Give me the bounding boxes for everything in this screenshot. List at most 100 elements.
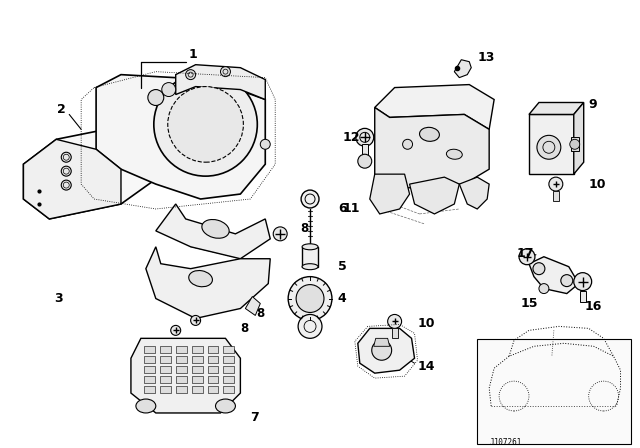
FancyBboxPatch shape (160, 356, 171, 363)
Text: 15: 15 (520, 297, 538, 310)
FancyBboxPatch shape (144, 376, 155, 383)
Text: 6: 6 (338, 202, 346, 215)
Circle shape (549, 177, 563, 191)
FancyBboxPatch shape (176, 346, 187, 353)
Polygon shape (24, 125, 156, 219)
Polygon shape (571, 138, 579, 151)
Polygon shape (460, 177, 489, 209)
FancyBboxPatch shape (207, 346, 218, 353)
Circle shape (539, 284, 549, 293)
FancyBboxPatch shape (144, 366, 155, 373)
Circle shape (61, 166, 71, 176)
Polygon shape (302, 247, 318, 267)
Circle shape (191, 315, 200, 325)
FancyBboxPatch shape (207, 386, 218, 393)
FancyBboxPatch shape (207, 376, 218, 383)
Ellipse shape (216, 399, 236, 413)
FancyBboxPatch shape (160, 386, 171, 393)
FancyBboxPatch shape (191, 386, 203, 393)
Polygon shape (454, 60, 471, 78)
Text: 10: 10 (417, 317, 435, 330)
Text: 14: 14 (417, 360, 435, 373)
FancyBboxPatch shape (207, 366, 218, 373)
Text: 1: 1 (188, 48, 197, 61)
Circle shape (288, 277, 332, 320)
Text: 8: 8 (300, 222, 308, 235)
Circle shape (372, 340, 392, 360)
Polygon shape (374, 338, 390, 346)
FancyBboxPatch shape (176, 376, 187, 383)
Ellipse shape (446, 149, 462, 159)
FancyBboxPatch shape (160, 346, 171, 353)
Circle shape (296, 284, 324, 312)
FancyBboxPatch shape (144, 346, 155, 353)
Circle shape (570, 139, 580, 149)
Polygon shape (362, 144, 368, 157)
Polygon shape (375, 108, 489, 189)
FancyBboxPatch shape (191, 346, 203, 353)
Circle shape (154, 73, 257, 176)
FancyBboxPatch shape (223, 386, 234, 393)
FancyBboxPatch shape (176, 386, 187, 393)
Text: 4: 4 (338, 292, 347, 305)
Circle shape (561, 275, 573, 287)
Polygon shape (375, 85, 494, 129)
FancyBboxPatch shape (176, 356, 187, 363)
Polygon shape (358, 328, 415, 373)
Polygon shape (24, 139, 121, 219)
Text: 10: 10 (589, 177, 606, 190)
Polygon shape (573, 103, 584, 174)
Circle shape (358, 154, 372, 168)
Ellipse shape (202, 220, 229, 238)
Circle shape (519, 249, 535, 265)
FancyBboxPatch shape (191, 356, 203, 363)
Circle shape (61, 180, 71, 190)
Circle shape (573, 273, 591, 291)
Ellipse shape (189, 271, 212, 287)
Ellipse shape (302, 264, 318, 270)
Polygon shape (529, 257, 579, 293)
FancyBboxPatch shape (191, 376, 203, 383)
Ellipse shape (302, 244, 318, 250)
Text: 13: 13 (477, 51, 495, 64)
Circle shape (186, 69, 196, 80)
Polygon shape (529, 114, 573, 174)
FancyBboxPatch shape (160, 376, 171, 383)
Text: 16: 16 (585, 300, 602, 313)
Text: 12: 12 (342, 131, 360, 144)
Text: 11: 11 (342, 202, 360, 215)
FancyBboxPatch shape (223, 376, 234, 383)
FancyBboxPatch shape (160, 366, 171, 373)
Circle shape (148, 90, 164, 105)
Ellipse shape (136, 399, 156, 413)
Polygon shape (131, 338, 241, 413)
Text: 2: 2 (58, 103, 67, 116)
Text: 8: 8 (256, 307, 264, 320)
Circle shape (388, 314, 401, 328)
Circle shape (298, 314, 322, 338)
Polygon shape (156, 204, 270, 259)
FancyBboxPatch shape (207, 356, 218, 363)
FancyBboxPatch shape (191, 366, 203, 373)
Circle shape (171, 325, 180, 336)
Polygon shape (96, 75, 265, 199)
Circle shape (162, 82, 176, 96)
Polygon shape (529, 103, 584, 114)
Polygon shape (580, 291, 586, 302)
Circle shape (273, 227, 287, 241)
FancyBboxPatch shape (477, 339, 632, 444)
Text: 8: 8 (241, 322, 249, 335)
FancyBboxPatch shape (144, 356, 155, 363)
Polygon shape (245, 297, 260, 315)
Circle shape (260, 139, 270, 149)
Polygon shape (553, 191, 559, 201)
FancyBboxPatch shape (176, 366, 187, 373)
Polygon shape (370, 174, 410, 214)
FancyBboxPatch shape (144, 386, 155, 393)
Polygon shape (176, 65, 265, 99)
Circle shape (221, 67, 230, 77)
Text: 5: 5 (338, 260, 347, 273)
Polygon shape (392, 328, 397, 338)
FancyBboxPatch shape (223, 356, 234, 363)
Circle shape (537, 135, 561, 159)
